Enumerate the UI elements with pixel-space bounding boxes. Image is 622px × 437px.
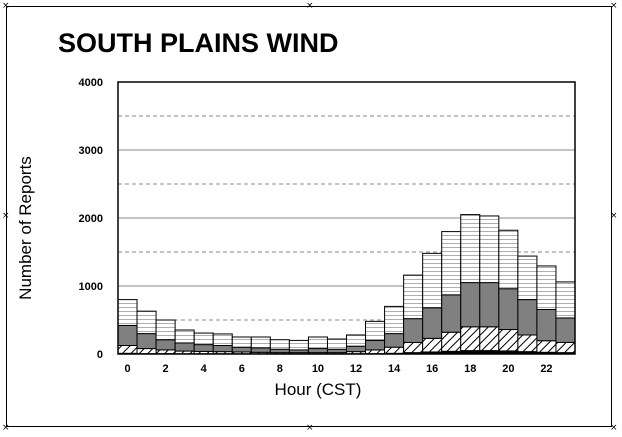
y-tick-label: 3000 [79,145,103,157]
bar-segment-h17-s3 [441,231,462,296]
bar-segment-h12-s3 [346,334,367,347]
bar-segment-h2-s1 [155,349,176,355]
bar-segment-h18-s3 [460,214,481,284]
y-tick-label: 4000 [79,77,103,89]
bar-segment-h14-s3 [384,305,405,335]
bar-segment-h20-s3 [498,229,519,290]
x-tick-label: 2 [163,363,169,375]
bar-segment-h21-s3 [517,255,538,301]
x-tick-label: 20 [502,363,514,375]
bar-segment-h13-s3 [365,320,386,341]
plot-area-border [117,81,576,355]
bar-segment-h10-s3 [307,336,328,350]
bar-segment-h14-s2 [384,333,405,348]
bar-segment-h1-s3 [136,310,157,335]
bar-segment-h5-s3 [212,333,233,347]
bar-segment-h3-s3 [174,329,195,344]
bar-segment-h18-s1 [460,326,481,352]
resize-handle-top-left[interactable]: × [2,1,10,11]
bar-segment-h8-s2 [269,348,290,354]
x-tick-label: 12 [350,363,362,375]
bar-segment-h4-s2 [193,344,214,352]
bar-segment-h17-s2 [441,294,462,333]
bar-segment-h8-s3 [269,339,290,350]
resize-handle-mid-right[interactable]: × [610,211,618,221]
x-axis-title: Hour (CST) [275,380,362,399]
bar-segment-h11-s2 [326,348,347,354]
bar-segment-h15-s1 [403,341,424,354]
x-tick-label: 6 [239,363,245,375]
bar-segment-h7-s3 [250,336,271,349]
bar-segment-h7-s2 [250,347,271,353]
x-tick-label: 22 [540,363,552,375]
bar-segment-h12-s2 [346,345,367,353]
bar-segment-h13-s2 [365,339,386,351]
x-tick-label: 8 [277,363,283,375]
y-tick-label: 0 [97,349,103,361]
bar-segment-h1-s2 [136,333,157,350]
bar-segment-h9-s3 [288,339,309,351]
chart-frame [6,6,612,427]
y-tick-label: 1000 [79,281,103,293]
resize-handle-bottom-right[interactable]: × [610,423,618,433]
bar-segment-h0-s3 [117,299,138,326]
bar-segment-h18-s2 [460,282,481,328]
resize-handle-top-right[interactable]: × [610,1,618,11]
bar-segment-h19-s1 [479,326,500,352]
bar-segment-h13-s1 [365,349,386,355]
x-tick-labels: 0 2 4 6 8 10 12 14 16 18 20 22 [124,363,552,375]
bar-segment-h2-s3 [155,319,176,341]
x-tick-label: 14 [388,363,401,375]
bar-segment-h23-s1 [555,341,576,354]
bar-segment-h17-s1 [441,331,462,352]
bar-segment-h15-s3 [403,274,424,320]
y-axis-title: Number of Reports [16,156,35,300]
bar-segment-h4-s3 [193,332,214,346]
bar-segment-h16-s1 [422,337,443,353]
x-tick-label: 16 [426,363,438,375]
bar-segment-h1-s1 [136,348,157,355]
bar-segment-h20-s1 [498,329,519,352]
bar-segment-h20-s2 [498,288,519,331]
x-tick-label: 18 [464,363,476,375]
bar-segment-h2-s2 [155,339,176,351]
bar-segment-h22-s2 [536,308,557,342]
bar-segment-h0-s1 [117,345,138,354]
y-tick-label: 2000 [79,213,103,225]
resize-handle-mid-left[interactable]: × [2,211,10,221]
y-tick-labels: 0 1000 2000 3000 4000 [79,77,103,361]
bar-segment-h22-s3 [536,265,557,310]
x-tick-label: 0 [124,363,130,375]
bar-segment-h16-s2 [422,307,443,339]
resize-handle-bottom-mid[interactable]: × [306,423,314,433]
x-tick-label: 10 [312,363,324,375]
bar-segment-h6-s3 [231,336,252,348]
bar-segment-h21-s2 [517,299,538,336]
bar-segment-h10-s2 [307,348,328,354]
bar-segment-h6-s2 [231,346,252,353]
bar-segment-h16-s3 [422,252,443,309]
bar-stacks [117,214,576,355]
bar-segment-h19-s3 [479,215,500,284]
bar-segment-h21-s1 [517,334,538,353]
bar-segment-h23-s2 [555,317,576,343]
resize-handle-bottom-left[interactable]: × [2,423,10,433]
x-tick-label: 4 [201,363,208,375]
bar-segment-h3-s2 [174,342,195,352]
bar-segment-h14-s1 [384,346,405,354]
bar-segment-h19-s2 [479,282,500,328]
chart-title: SOUTH PLAINS WIND [58,28,339,58]
bar-segment-h23-s3 [555,281,576,319]
resize-handle-top-mid[interactable]: × [306,1,314,11]
bar-segment-h5-s2 [212,345,233,353]
bar-segment-h11-s3 [326,338,347,350]
bar-segment-h15-s2 [403,318,424,343]
bar-segment-h0-s2 [117,324,138,347]
bar-segment-h22-s1 [536,340,557,353]
